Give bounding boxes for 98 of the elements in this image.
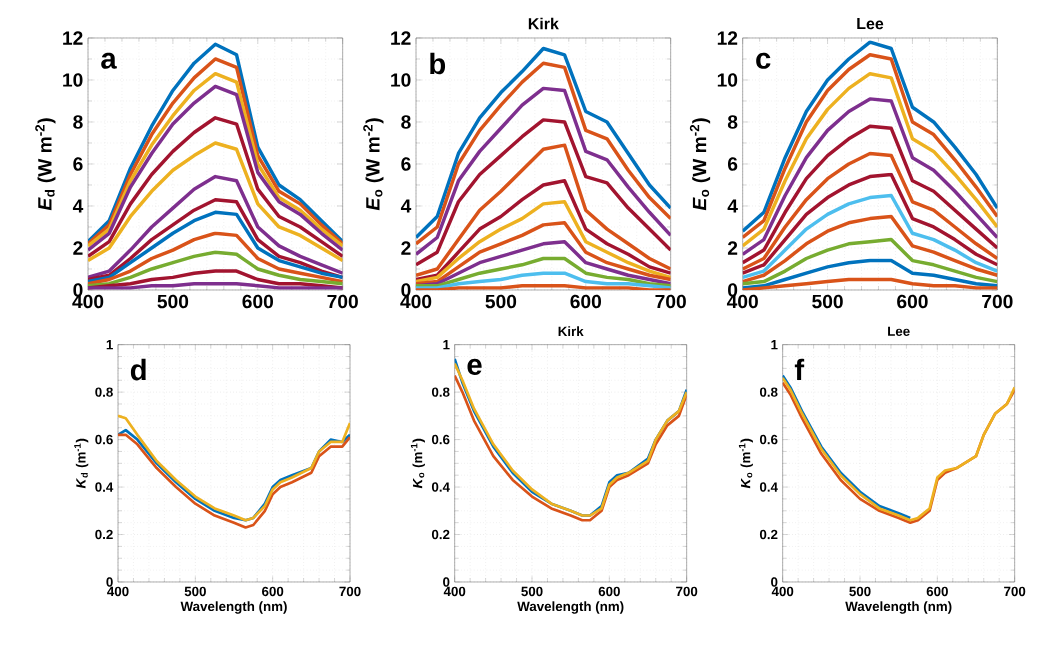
x-tick-label: 700 — [676, 586, 698, 597]
x-tick-label: 600 — [570, 294, 602, 309]
y-tick-label: 8 — [727, 115, 738, 129]
y-tick-label: 12 — [717, 31, 738, 45]
x-tick-label: 400 — [107, 586, 129, 597]
x-tick-label: 500 — [485, 294, 517, 309]
y-tick-label: 6 — [728, 157, 738, 171]
annotation: c — [756, 52, 771, 69]
y-axis-title: K$_{d}$ (m$^{-1}$) — [74, 438, 89, 489]
x-tick-label: 700 — [655, 294, 686, 309]
line-series — [742, 172, 998, 275]
x-tick-label: 700 — [1004, 586, 1026, 597]
line-series — [416, 221, 671, 286]
y-tick-label: 0.4 — [759, 482, 778, 492]
line-series — [88, 231, 343, 286]
line-series — [742, 258, 998, 290]
x-tick-label: 500 — [849, 586, 871, 597]
y-tick-label: 1 — [771, 340, 778, 350]
y-tick-label: 0.2 — [95, 529, 113, 540]
x-tick-label: 500 — [812, 294, 843, 309]
y-tick-label: 0 — [771, 577, 778, 587]
x-tick-label: 700 — [327, 294, 358, 309]
x-tick-label: 600 — [242, 294, 274, 309]
x-tick-label: 700 — [339, 586, 361, 597]
x-tick-label: 400 — [771, 586, 794, 597]
annotation: d — [130, 358, 146, 381]
x-axis-title: Wavelength (nm) — [517, 601, 624, 614]
x-tick-label: 500 — [521, 586, 543, 597]
y-tick-label: 0.6 — [95, 434, 113, 445]
y-tick-label: 0 — [106, 577, 113, 587]
y-tick-label: 0.6 — [759, 434, 778, 445]
y-tick-label: 0.2 — [759, 529, 778, 540]
y-tick-label: 4 — [400, 199, 412, 213]
line-series — [742, 124, 998, 265]
y-tick-label: 1 — [106, 340, 113, 350]
chart-title: Lee — [857, 18, 884, 30]
x-tick-label: 400 — [443, 586, 466, 597]
y-axis-title: E$_{o}$ (W m$^{-2}$) — [363, 118, 384, 211]
x-axis-title: Wavelength (nm) — [180, 601, 287, 614]
annotation: a — [101, 52, 117, 69]
line-series — [416, 179, 671, 282]
y-tick-label: 8 — [401, 115, 411, 129]
y-tick-label: 10 — [391, 73, 411, 87]
line-series — [416, 143, 671, 278]
y-axis-title: K$_{o}$ (m$^{-1}$) — [410, 438, 425, 489]
line-series — [88, 250, 343, 288]
line-series — [88, 141, 343, 263]
x-tick-label: 600 — [598, 586, 620, 597]
x-tick-label: 500 — [184, 586, 206, 597]
y-axis-title: K$_{o}$ (m$^{-1}$) — [738, 438, 753, 489]
y-tick-label: 1 — [443, 340, 450, 350]
y-tick-label: 6 — [73, 157, 83, 171]
x-tick-label: 600 — [926, 586, 948, 597]
y-tick-label: 4 — [727, 199, 738, 213]
x-tick-label: 600 — [897, 294, 928, 309]
annotation: b — [430, 52, 446, 75]
line-series — [416, 200, 671, 284]
line-series — [88, 210, 343, 284]
y-tick-label: 0.4 — [95, 482, 114, 492]
y-tick-label: 4 — [72, 199, 84, 213]
y-tick-label: 12 — [63, 31, 83, 45]
y-tick-label: 0.8 — [95, 387, 113, 397]
y-axis-title: E$_{o}$ (W m$^{-2}$) — [689, 118, 711, 211]
y-tick-label: 2 — [727, 241, 738, 255]
chart-title: Lee — [888, 326, 910, 336]
y-tick-label: 0.4 — [431, 482, 450, 492]
y-tick-label: 0.8 — [759, 387, 778, 397]
annotation: f — [794, 358, 805, 381]
y-tick-label: 0.2 — [431, 529, 450, 540]
y-tick-label: 2 — [401, 241, 411, 255]
x-tick-label: 500 — [157, 294, 189, 309]
line-series — [416, 256, 671, 288]
y-tick-label: 6 — [401, 157, 411, 171]
line-series — [416, 86, 671, 257]
y-tick-label: 0.8 — [431, 387, 450, 397]
line-series — [742, 237, 998, 286]
line-series — [742, 193, 998, 280]
line-series — [742, 97, 998, 257]
line-series — [416, 271, 671, 290]
line-series — [88, 116, 343, 259]
x-tick-label: 600 — [262, 586, 284, 597]
annotation: e — [467, 358, 482, 375]
x-tick-label: 700 — [982, 294, 1013, 309]
y-tick-label: 12 — [391, 31, 411, 45]
line-series — [416, 118, 671, 267]
y-tick-label: 8 — [73, 115, 83, 129]
y-tick-label: 0.6 — [431, 434, 450, 445]
y-tick-label: 0 — [443, 577, 450, 587]
line-series — [742, 151, 998, 271]
y-tick-label: 10 — [63, 73, 83, 87]
chart-title: Kirk — [558, 326, 584, 336]
y-axis-title: E$_{d}$ (W m$^{-2}$) — [35, 118, 56, 211]
y-tick-label: 2 — [73, 241, 83, 255]
x-axis-title: Wavelength (nm) — [845, 601, 952, 614]
line-series — [742, 214, 998, 284]
y-tick-label: 10 — [717, 73, 738, 87]
line-series — [88, 174, 343, 280]
chart-title: Kirk — [528, 17, 559, 30]
